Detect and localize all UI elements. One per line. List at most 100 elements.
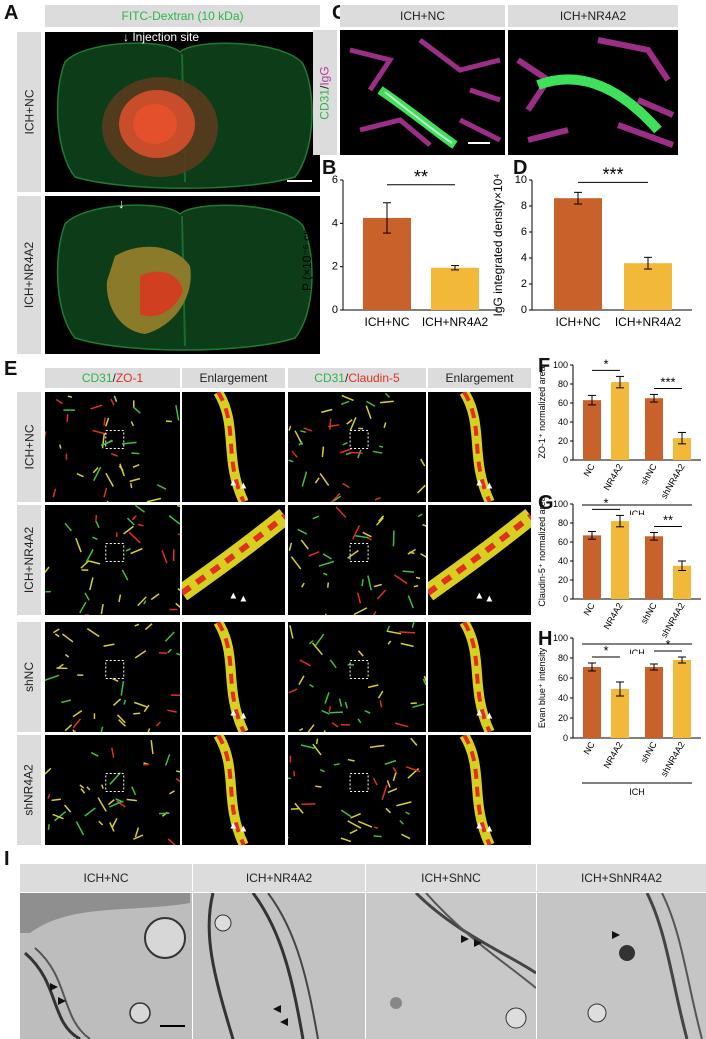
x-tick-label: ICH+NR4A2 [615, 315, 682, 329]
group-label: ICH [629, 648, 645, 654]
significance-stars: * [603, 356, 608, 371]
panel-c-col-label-2: ICH+NR4A2 [508, 5, 678, 27]
panel-e-image-r4-c2: ▲ ▲ [182, 735, 285, 845]
x-tick-label: shNC [639, 462, 659, 487]
panel-e-image-r2-c4: ▲ ▲ [428, 505, 531, 615]
panel-i-em-ich-nc [20, 893, 192, 1039]
svg-text:▲: ▲ [228, 708, 238, 719]
bar [583, 400, 601, 460]
chart-h: 0 20 40 60 80 100 Evan blue⁺ intensity NC NR4A2 s… [537, 633, 701, 797]
injection-arrow-2: ↓ [118, 196, 125, 211]
y-tick-label: 40 [558, 693, 568, 703]
panel-e-image-r2-c3 [288, 505, 426, 615]
y-tick-label: 0 [563, 594, 568, 604]
x-tick-label: NR4A2 [602, 740, 625, 770]
y-tick-label: 60 [558, 537, 568, 547]
y-axis-label: IgG integrated density×10⁴ [491, 174, 505, 317]
svg-text:▲: ▲ [474, 821, 484, 832]
chart-g: 0 20 40 60 80 100 Claudin-5⁺ normalized area NC… [537, 495, 701, 654]
svg-text:▲: ▲ [484, 711, 494, 722]
y-tick-label: 60 [558, 398, 568, 408]
y-tick-label: 40 [558, 556, 568, 566]
x-tick-label: NR4A2 [602, 601, 625, 631]
panel-e-image-r1-c1 [45, 392, 180, 502]
y-tick-label: 0 [563, 455, 568, 465]
panel-b-letter: B [322, 157, 337, 179]
panel-e-row-label-3: shNC [17, 622, 41, 732]
y-tick-label: 4 [332, 217, 338, 229]
y-tick-label: 6 [521, 226, 527, 238]
panel-e-image-r4-c1 [45, 735, 180, 845]
x-tick-label: ICH+NC [364, 315, 409, 329]
y-axis-label: Evan blue⁺ intensity [537, 647, 547, 728]
bar [645, 667, 663, 738]
bar [431, 267, 479, 310]
y-tick-label: 60 [558, 673, 568, 683]
bar [673, 438, 691, 460]
y-tick-label: 20 [558, 713, 568, 723]
y-axis-label: ZO-1⁺ normalized area [537, 366, 547, 458]
y-tick-label: 80 [558, 379, 568, 389]
panel-e-col-label-1: CD31/ZO-1 [45, 368, 180, 388]
bar [611, 382, 629, 460]
svg-text:▲: ▲ [474, 708, 484, 719]
y-tick-label: 40 [558, 417, 568, 427]
y-tick-label: 100 [553, 360, 568, 370]
panel-i-em-ich-shnc [366, 893, 536, 1039]
panel-a-title: FITC-Dextran (10 kDa) [45, 5, 320, 27]
x-tick-label: shNC [639, 740, 659, 765]
x-tick-label: shNR4A2 [659, 740, 687, 778]
brain-section-nc [56, 42, 313, 189]
y-tick-label: 4 [521, 252, 527, 264]
significance-stars: * [665, 637, 670, 652]
panel-a-letter: A [4, 2, 19, 24]
panel-f-letter: F [538, 355, 551, 377]
panel-i-em-ich-nr4a2 [193, 893, 365, 1039]
panel-i-em-ich-shnr4a2 [537, 893, 706, 1039]
panel-a-image-ich-nc [45, 32, 320, 192]
panel-e-letter: E [4, 358, 18, 380]
y-tick-label: 10 [515, 174, 527, 186]
significance-stars: *** [660, 374, 675, 389]
panel-e-image-r2-c1 [45, 505, 180, 615]
y-tick-label: 8 [521, 200, 527, 212]
svg-text:▲: ▲ [238, 594, 248, 605]
svg-text:▲: ▲ [484, 824, 494, 835]
significance-stars: ** [414, 167, 428, 187]
group-label: ICH [629, 787, 645, 797]
y-tick-label: 80 [558, 518, 568, 528]
y-tick-label: 100 [553, 633, 568, 643]
y-tick-label: 0 [563, 733, 568, 743]
bar [583, 535, 601, 599]
y-tick-label: 80 [558, 653, 568, 663]
brain-section-nr4a2 [56, 204, 313, 351]
svg-text:▲: ▲ [228, 478, 238, 489]
panel-e-image-r4-c4: ▲ ▲ [428, 735, 531, 845]
panel-i-col-label-2: ICH+NR4A2 [193, 864, 365, 892]
y-tick-label: 100 [553, 499, 568, 509]
svg-text:▲: ▲ [238, 481, 248, 492]
x-tick-label: NC [582, 601, 597, 618]
x-tick-label: ICH+NR4A2 [422, 315, 489, 329]
panel-e-row-label-1: ICH+NC [17, 392, 41, 502]
panel-e-image-r3-c1 [45, 622, 180, 732]
significance-stars: *** [602, 164, 623, 184]
svg-text:▲: ▲ [474, 591, 484, 602]
y-tick-label: 6 [332, 174, 338, 186]
panel-e-col-label-2: Enlargement [182, 368, 285, 388]
x-tick-label: NC [582, 462, 597, 479]
bar [583, 667, 601, 738]
bar [673, 565, 691, 599]
panel-i-col-label-3: ICH+ShNC [366, 864, 536, 892]
panel-i-col-label-4: ICH+ShNR4A2 [537, 864, 706, 892]
svg-text:▲: ▲ [484, 594, 494, 605]
scale-bar-a [287, 180, 312, 182]
panel-a-row-label-2: ICH+NR4A2 [17, 196, 41, 354]
injection-site-arrow: ↓ Injection site [123, 30, 200, 44]
y-tick-label: 0 [332, 304, 338, 316]
chart-b: 0 2 4 6 P (×10⁻⁶ cm/sec) ICH+NC ICH+NR4A2 ** [300, 167, 498, 329]
svg-text:▲: ▲ [228, 821, 238, 832]
panel-e-image-r1-c3 [288, 392, 426, 502]
bar [554, 198, 602, 310]
x-tick-label: ICH+NC [555, 315, 600, 329]
